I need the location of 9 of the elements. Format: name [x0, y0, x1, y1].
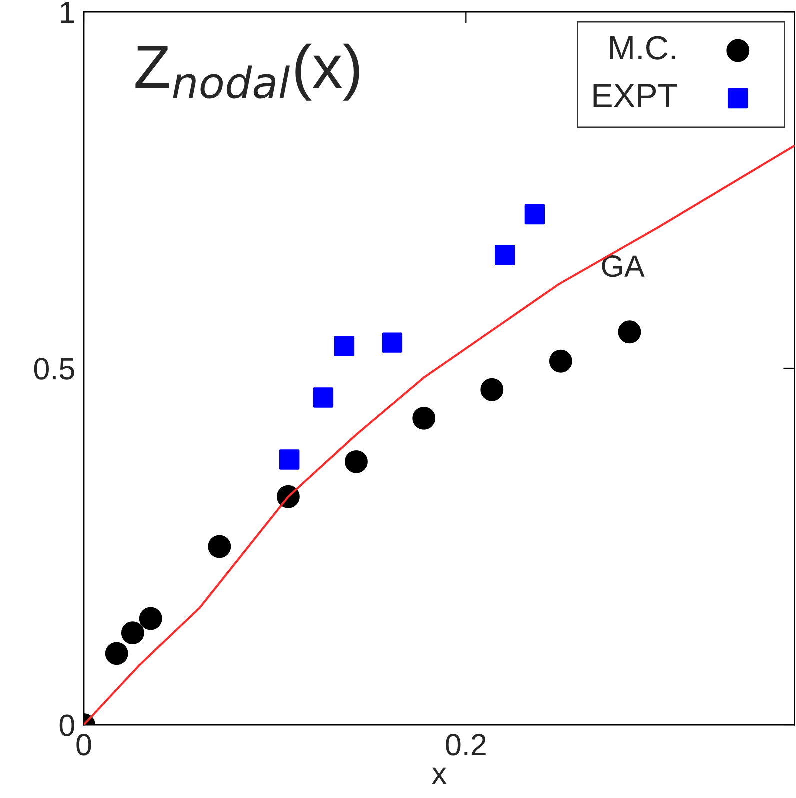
x-tick-label: 0.2 [446, 734, 486, 756]
y-tick-label: 1 [61, 2, 74, 24]
legend-label: M.C. [610, 36, 676, 60]
x-axis-title: x [432, 768, 447, 784]
series-label: GA [602, 256, 645, 278]
chart-title: Z$_{nodal}$(x) [136, 44, 360, 101]
legend-label: EXPT [594, 84, 678, 108]
y-tick-label: 0.5 [34, 358, 74, 380]
y-tick-label: 0 [60, 714, 74, 736]
